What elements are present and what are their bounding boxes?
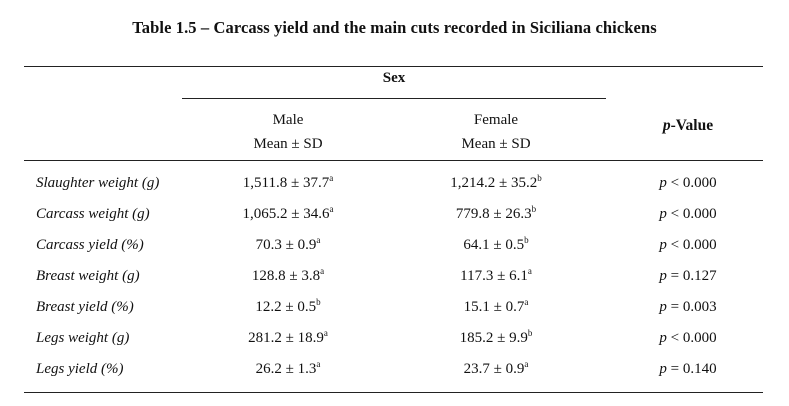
male-superscript: a <box>320 266 325 276</box>
p-symbol: p <box>659 299 667 315</box>
p-value: p < 0.000 <box>612 175 764 192</box>
female-value-text: 64.1 ± 0.5 <box>463 237 525 253</box>
male-value: 12.2 ± 0.5b <box>188 297 388 316</box>
male-value-text: 128.8 ± 3.8 <box>251 268 321 284</box>
female-superscript: b <box>527 328 533 338</box>
p-value-text: < 0.000 <box>670 330 717 346</box>
male-value: 26.2 ± 1.3a <box>188 359 388 378</box>
female-header-label: Female <box>473 112 519 128</box>
bottom-rule <box>24 392 763 393</box>
row-label: Carcass yield (%) <box>36 237 144 253</box>
table-row: Legs weight (g) 281.2 ± 18.9a 185.2 ± 9.… <box>0 328 789 361</box>
pvalue-header-p: p <box>662 117 671 134</box>
header-rule <box>24 160 763 161</box>
male-value-text: 1,065.2 ± 34.6 <box>242 206 330 222</box>
p-value: p = 0.127 <box>612 268 764 285</box>
p-symbol: p <box>659 330 667 346</box>
p-value: p < 0.000 <box>612 330 764 347</box>
table-row: Breast yield (%) 12.2 ± 0.5b 15.1 ± 0.7a… <box>0 297 789 330</box>
female-value-text: 1,214.2 ± 35.2 <box>450 175 538 191</box>
p-value: p = 0.003 <box>612 299 764 316</box>
table-title: Table 1.5 – Carcass yield and the main c… <box>132 18 657 37</box>
male-value: 1,065.2 ± 34.6a <box>188 204 388 223</box>
male-superscript: b <box>316 297 321 307</box>
female-value: 1,214.2 ± 35.2b <box>396 173 596 192</box>
male-superscript: a <box>329 173 334 183</box>
row-label: Carcass weight (g) <box>36 206 150 222</box>
table-row: Legs yield (%) 26.2 ± 1.3a 23.7 ± 0.9a p… <box>0 359 789 392</box>
male-value-text: 12.2 ± 0.5 <box>255 299 317 315</box>
p-symbol: p <box>659 237 667 253</box>
row-label: Breast weight (g) <box>36 268 140 284</box>
p-symbol: p <box>659 175 667 191</box>
female-superscript: a <box>524 359 529 369</box>
male-value: 281.2 ± 18.9a <box>188 328 388 347</box>
female-value: 185.2 ± 9.9b <box>396 328 596 347</box>
table-row: Breast weight (g) 128.8 ± 3.8a 117.3 ± 6… <box>0 266 789 299</box>
p-value: p = 0.140 <box>612 361 764 378</box>
female-superscript: b <box>524 235 529 245</box>
row-label: Legs yield (%) <box>36 361 124 377</box>
female-superscript: b <box>537 173 542 183</box>
p-value: p < 0.000 <box>612 206 764 223</box>
male-header-label: Male <box>272 112 304 128</box>
p-value: p < 0.000 <box>612 237 764 254</box>
female-value: 64.1 ± 0.5b <box>396 235 596 254</box>
male-value-text: 281.2 ± 18.9 <box>248 330 324 346</box>
male-value-text: 1,511.8 ± 37.7 <box>242 175 330 191</box>
male-value: 128.8 ± 3.8a <box>188 266 388 285</box>
p-value-text: < 0.000 <box>670 237 717 253</box>
pvalue-header: p-Value <box>612 117 764 135</box>
female-superscript: a <box>524 297 529 307</box>
male-value-text: 26.2 ± 1.3 <box>255 361 317 377</box>
female-value-text: 23.7 ± 0.9 <box>463 361 525 377</box>
male-superscript: a <box>329 204 334 214</box>
female-superscript: b <box>531 204 537 214</box>
female-superscript: a <box>527 266 532 276</box>
male-superscript: a <box>316 359 321 369</box>
male-superscript: a <box>316 235 321 245</box>
male-column-header: Male Mean ± SD <box>188 108 388 156</box>
p-value-text: < 0.000 <box>670 206 717 222</box>
female-header-stat: Mean ± SD <box>461 136 531 152</box>
male-value: 70.3 ± 0.9a <box>188 235 388 254</box>
p-symbol: p <box>659 268 667 284</box>
sex-rule <box>182 98 606 99</box>
female-value: 779.8 ± 26.3b <box>396 204 596 223</box>
female-value-text: 15.1 ± 0.7 <box>463 299 525 315</box>
row-label: Breast yield (%) <box>36 299 134 315</box>
p-value-text: = 0.127 <box>670 268 717 284</box>
table-row: Slaughter weight (g) 1,511.8 ± 37.7a 1,2… <box>0 173 789 206</box>
row-label: Slaughter weight (g) <box>36 175 160 191</box>
male-superscript: a <box>323 328 328 338</box>
p-symbol: p <box>659 206 667 222</box>
sex-header: Sex <box>382 70 406 86</box>
female-value-text: 185.2 ± 9.9 <box>459 330 528 346</box>
female-value-text: 117.3 ± 6.1 <box>460 268 528 284</box>
male-value-text: 70.3 ± 0.9 <box>255 237 317 253</box>
p-value-text: = 0.003 <box>670 299 717 315</box>
male-header-stat: Mean ± SD <box>253 136 323 152</box>
p-value-text: < 0.000 <box>670 175 717 191</box>
female-value: 117.3 ± 6.1a <box>396 266 596 285</box>
female-column-header: Female Mean ± SD <box>396 108 596 156</box>
p-value-text: = 0.140 <box>670 361 717 377</box>
row-label: Legs weight (g) <box>36 330 130 346</box>
table-row: Carcass weight (g) 1,065.2 ± 34.6a 779.8… <box>0 204 789 237</box>
top-rule <box>24 66 763 67</box>
male-value: 1,511.8 ± 37.7a <box>188 173 388 192</box>
p-symbol: p <box>659 361 667 377</box>
pvalue-header-text: -Value <box>670 117 714 134</box>
female-value: 15.1 ± 0.7a <box>396 297 596 316</box>
female-value: 23.7 ± 0.9a <box>396 359 596 378</box>
female-value-text: 779.8 ± 26.3 <box>455 206 532 222</box>
table-row: Carcass yield (%) 70.3 ± 0.9a 64.1 ± 0.5… <box>0 235 789 268</box>
